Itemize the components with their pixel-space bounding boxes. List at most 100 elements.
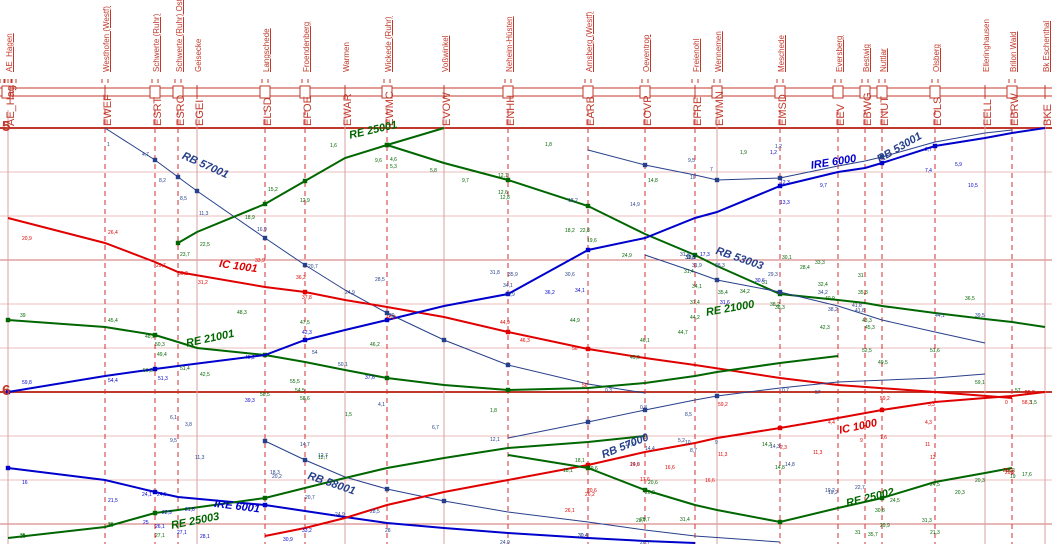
minute-label: 9,7 bbox=[462, 178, 469, 184]
minute-label: 14,9 bbox=[630, 202, 640, 208]
stop-marker bbox=[585, 462, 591, 468]
minute-label: 7 bbox=[710, 167, 713, 173]
train-label-re-21001[interactable]: RE 21001 bbox=[185, 327, 236, 350]
minute-label: 8,2 bbox=[159, 178, 166, 184]
minute-label: 14,9 bbox=[630, 462, 640, 468]
minute-label: 47,5 bbox=[300, 320, 310, 326]
minute-label: 18,9 bbox=[245, 215, 255, 221]
minute-label: 58,3 bbox=[1022, 400, 1032, 406]
minute-label: 9,5 bbox=[688, 158, 695, 164]
train-label-re-25002[interactable]: RE 25002 bbox=[845, 486, 896, 510]
minute-label: 14,8 bbox=[648, 178, 658, 184]
station-name-earb: Arnsberg (Westf) bbox=[585, 11, 594, 72]
train-label-re-21000[interactable]: RE 21000 bbox=[705, 298, 756, 319]
train-line-rb-58001[interactable] bbox=[262, 438, 781, 543]
minute-label: 46,2 bbox=[370, 342, 380, 348]
minute-label: 10,5 bbox=[968, 183, 978, 189]
minute-label: 35 bbox=[20, 534, 26, 540]
minute-label: 7,6 bbox=[880, 435, 887, 441]
minute-label: 29 bbox=[389, 313, 395, 319]
minute-label: 20,2 bbox=[1005, 470, 1015, 476]
minute-label: 28,4 bbox=[800, 265, 810, 271]
train-line-re-25002[interactable] bbox=[507, 454, 1013, 525]
train-line-rb-57000[interactable] bbox=[507, 373, 986, 439]
train-label-rb-53001[interactable]: RB 53001 bbox=[875, 130, 924, 166]
minute-label: 28,5 bbox=[375, 277, 385, 283]
train-line-rb-57001[interactable] bbox=[104, 127, 646, 394]
minute-label: 3,8 bbox=[185, 422, 192, 428]
minute-label: 31,6 bbox=[720, 300, 730, 306]
minute-label: 36,2 bbox=[545, 290, 555, 296]
minute-label: 29 bbox=[108, 522, 114, 528]
train-line-ire-6000[interactable] bbox=[5, 127, 1046, 395]
stop-marker bbox=[384, 375, 390, 381]
stop-marker bbox=[302, 178, 308, 184]
minute-label: 38,3 bbox=[775, 305, 785, 311]
minute-label: 17,3 bbox=[700, 252, 710, 258]
stop-marker bbox=[262, 495, 268, 501]
minute-label: 30,6 bbox=[685, 255, 695, 261]
minute-label: 5,9 bbox=[955, 162, 962, 168]
minute-label: 54,4 bbox=[108, 378, 118, 384]
minute-label: 12,7 bbox=[318, 455, 328, 461]
train-label-ire-6000[interactable]: IRE 6000 bbox=[810, 152, 858, 172]
minute-label: 24,5 bbox=[930, 482, 940, 488]
minute-label: 21,3 bbox=[930, 530, 940, 536]
station-code-ae_hag: AE_Hag bbox=[5, 85, 17, 126]
minute-label: 30,2 bbox=[178, 271, 188, 277]
minute-label: 23,7 bbox=[180, 252, 190, 258]
minute-label: 37,4 bbox=[690, 300, 700, 306]
minute-label: 49,4 bbox=[157, 352, 167, 358]
station-code-eell: EELL bbox=[982, 99, 994, 126]
station-name-eols: Olsberg bbox=[932, 43, 941, 72]
minute-label: 37,8 bbox=[302, 295, 312, 301]
train-label-ic-1001[interactable]: IC 1001 bbox=[218, 258, 259, 276]
minute-label: 27,1 bbox=[177, 530, 187, 536]
minute-label: 14,3 bbox=[770, 444, 780, 450]
minute-label: 9,5 bbox=[170, 438, 177, 444]
train-label-re-25003[interactable]: RE 25003 bbox=[170, 510, 221, 532]
minute-label: 42,5 bbox=[200, 372, 210, 378]
minute-label: 20,2 bbox=[272, 474, 282, 480]
minute-label: 51,4 bbox=[180, 366, 190, 372]
minute-label: 56 bbox=[582, 383, 588, 389]
station-code-evow: EVOW bbox=[441, 92, 453, 126]
station-code-bke: BKE bbox=[1042, 103, 1052, 126]
minute-label: 32,4 bbox=[818, 282, 828, 288]
minute-label: 18,1 bbox=[563, 468, 573, 474]
minute-label: 20,6 bbox=[648, 480, 658, 486]
train-line-rb-53003[interactable] bbox=[644, 254, 986, 344]
minute-label: 38,2 bbox=[770, 302, 780, 308]
train-line-re-25003[interactable] bbox=[7, 435, 646, 539]
minute-label: 14,3 bbox=[762, 442, 772, 448]
train-label-rb-58001[interactable]: RB 58001 bbox=[306, 470, 357, 498]
station-name-eell: Elleringhausen bbox=[982, 19, 991, 72]
minute-label: 9,7 bbox=[820, 183, 827, 189]
train-label-ire-6001[interactable]: IRE 6001 bbox=[213, 498, 261, 516]
minute-label: 22,9 bbox=[162, 510, 172, 516]
minute-label: 35,9 bbox=[508, 272, 518, 278]
train-label-ic-1000[interactable]: IC 1000 bbox=[838, 416, 879, 437]
minute-label: 21,5 bbox=[108, 498, 118, 504]
station-code-ebwg: EBWG bbox=[862, 92, 874, 126]
stop-marker bbox=[692, 252, 698, 258]
train-line-ic-1000[interactable] bbox=[264, 391, 1046, 537]
station-code-efre: EFRE bbox=[692, 96, 704, 126]
station-name-bke: Bk Eschenthal bbox=[1042, 20, 1051, 72]
minute-label: 20,7 bbox=[305, 495, 315, 501]
stop-marker bbox=[505, 387, 511, 393]
station-code-enhh: ENHH bbox=[505, 94, 517, 126]
train-label-re-25001[interactable]: RE 25001 bbox=[348, 118, 399, 142]
stop-marker bbox=[152, 366, 158, 372]
train-label-rb-57001[interactable]: RB 57001 bbox=[180, 150, 231, 182]
minute-label: 52,5 bbox=[862, 348, 872, 354]
train-line-ic-1001[interactable] bbox=[7, 217, 1013, 399]
train-line-rb-53001[interactable] bbox=[587, 129, 1013, 183]
minute-label: 30,1 bbox=[782, 255, 792, 261]
station-name-ewar: Warmen bbox=[342, 42, 351, 72]
minute-label: 14,8 bbox=[785, 462, 795, 468]
minute-label: 29,3 bbox=[768, 272, 778, 278]
minute-label: 1,2 bbox=[775, 144, 782, 150]
minute-label: 17,6 bbox=[640, 477, 650, 483]
minute-label: 26,2 bbox=[585, 492, 595, 498]
